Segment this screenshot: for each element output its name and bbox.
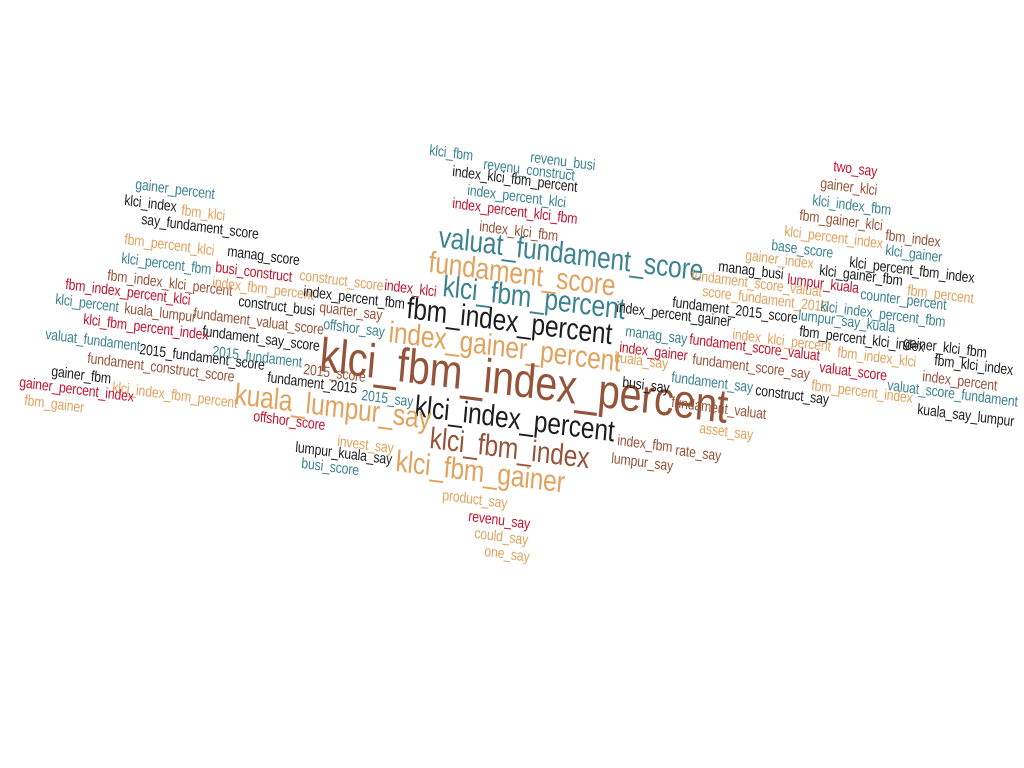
cloud-word: product_say <box>441 487 508 513</box>
cloud-word: rate_say <box>674 442 722 465</box>
cloud-word: one_say <box>483 543 531 566</box>
cloud-word: klci_fbm <box>428 142 474 165</box>
cloud-word: asset_say <box>698 420 754 444</box>
